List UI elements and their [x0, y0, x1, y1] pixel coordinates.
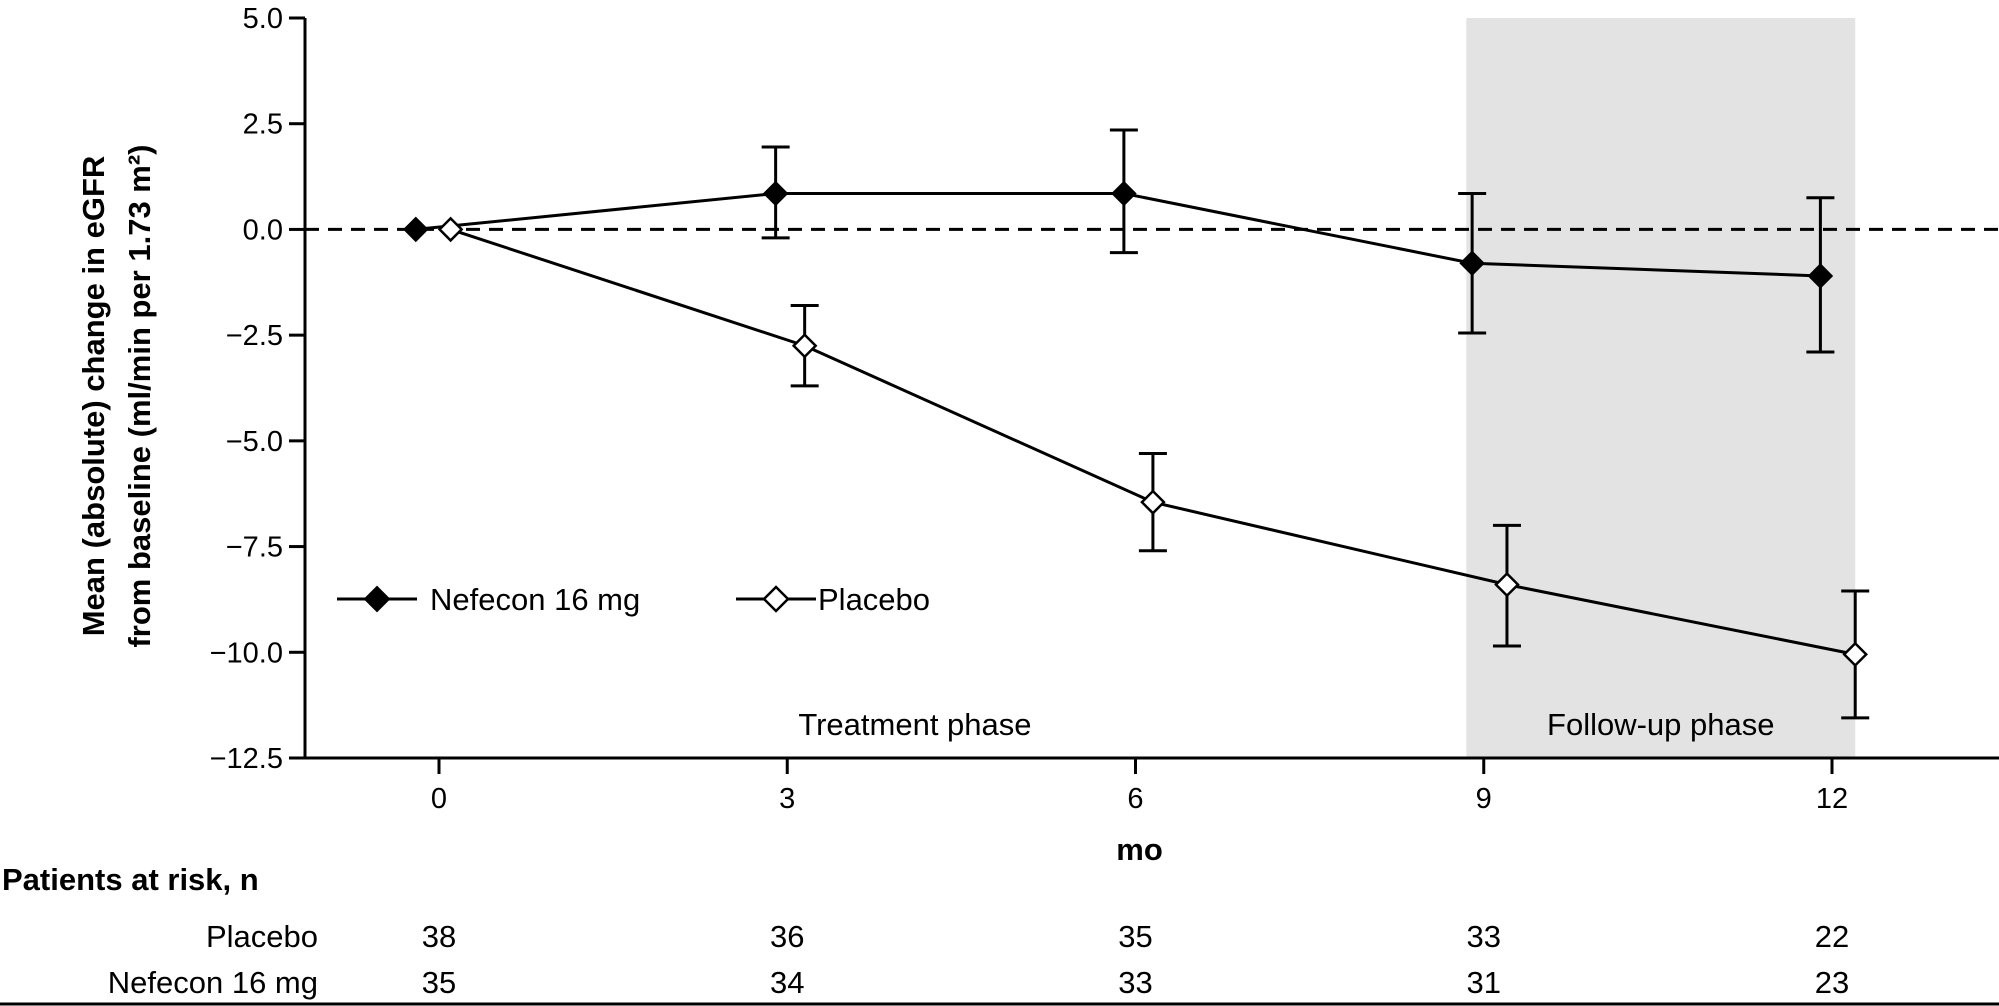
risk-value: 33 [1118, 965, 1152, 1000]
risk-value: 23 [1815, 965, 1849, 1000]
patients-at-risk-table: Patients at risk, n Placebo Nefecon 16 m… [2, 862, 1849, 1000]
legend-marker-nefecon [363, 585, 391, 613]
data-point-placebo [437, 216, 464, 243]
data-point-nefecon [403, 216, 429, 243]
x-tick-label: 12 [1816, 783, 1848, 815]
risk-row-label-nefecon: Nefecon 16 mg [108, 965, 318, 1000]
x-tick-label: 0 [431, 783, 447, 815]
data-point-placebo [1494, 571, 1520, 598]
data-point-placebo [791, 332, 818, 359]
data-point-placebo [1140, 489, 1166, 515]
data-point-nefecon [1111, 180, 1137, 207]
legend-marker-placebo [762, 585, 790, 613]
legend: Nefecon 16 mg Placebo [337, 582, 930, 617]
y-tick-label: −7.5 [226, 532, 283, 564]
follow-up-phase-shading [1466, 18, 1856, 758]
x-axis-title: mo [1116, 832, 1163, 867]
risk-value: 35 [1118, 919, 1152, 954]
x-tick-label: 3 [779, 783, 795, 815]
y-axis-title-line2: from baseline (ml/min per 1.73 m²) [122, 144, 157, 647]
risk-value: 33 [1467, 919, 1501, 954]
y-tick-label: −2.5 [226, 320, 283, 352]
treatment-phase-label: Treatment phase [798, 707, 1031, 742]
y-tick-label: 0.0 [243, 214, 283, 246]
y-tick-label: 2.5 [243, 109, 283, 141]
risk-value: 36 [770, 919, 804, 954]
risk-value: 35 [422, 965, 456, 1000]
y-tick-label: 5.0 [243, 3, 283, 35]
risk-value: 34 [770, 965, 804, 1000]
y-axis-title-line1: Mean (absolute) change in eGFR [76, 156, 111, 637]
y-tick-label: −5.0 [226, 426, 283, 458]
risk-value: 31 [1467, 965, 1501, 1000]
data-point-nefecon [1459, 250, 1485, 277]
legend-label-nefecon: Nefecon 16 mg [430, 582, 640, 617]
risk-table-title: Patients at risk, n [2, 862, 259, 897]
risk-value: 22 [1815, 919, 1849, 954]
data-point-placebo [1842, 641, 1868, 668]
x-tick-label: 6 [1127, 783, 1143, 815]
data-point-nefecon [1807, 263, 1834, 289]
data-point-nefecon [762, 180, 789, 207]
follow-up-phase-label: Follow-up phase [1547, 707, 1774, 742]
legend-label-placebo: Placebo [818, 582, 930, 617]
x-tick-label: 9 [1476, 783, 1492, 815]
y-tick-label: −10.0 [210, 637, 283, 669]
risk-value: 38 [422, 919, 456, 954]
y-tick-label: −12.5 [210, 743, 283, 775]
risk-row-label-placebo: Placebo [206, 919, 318, 954]
